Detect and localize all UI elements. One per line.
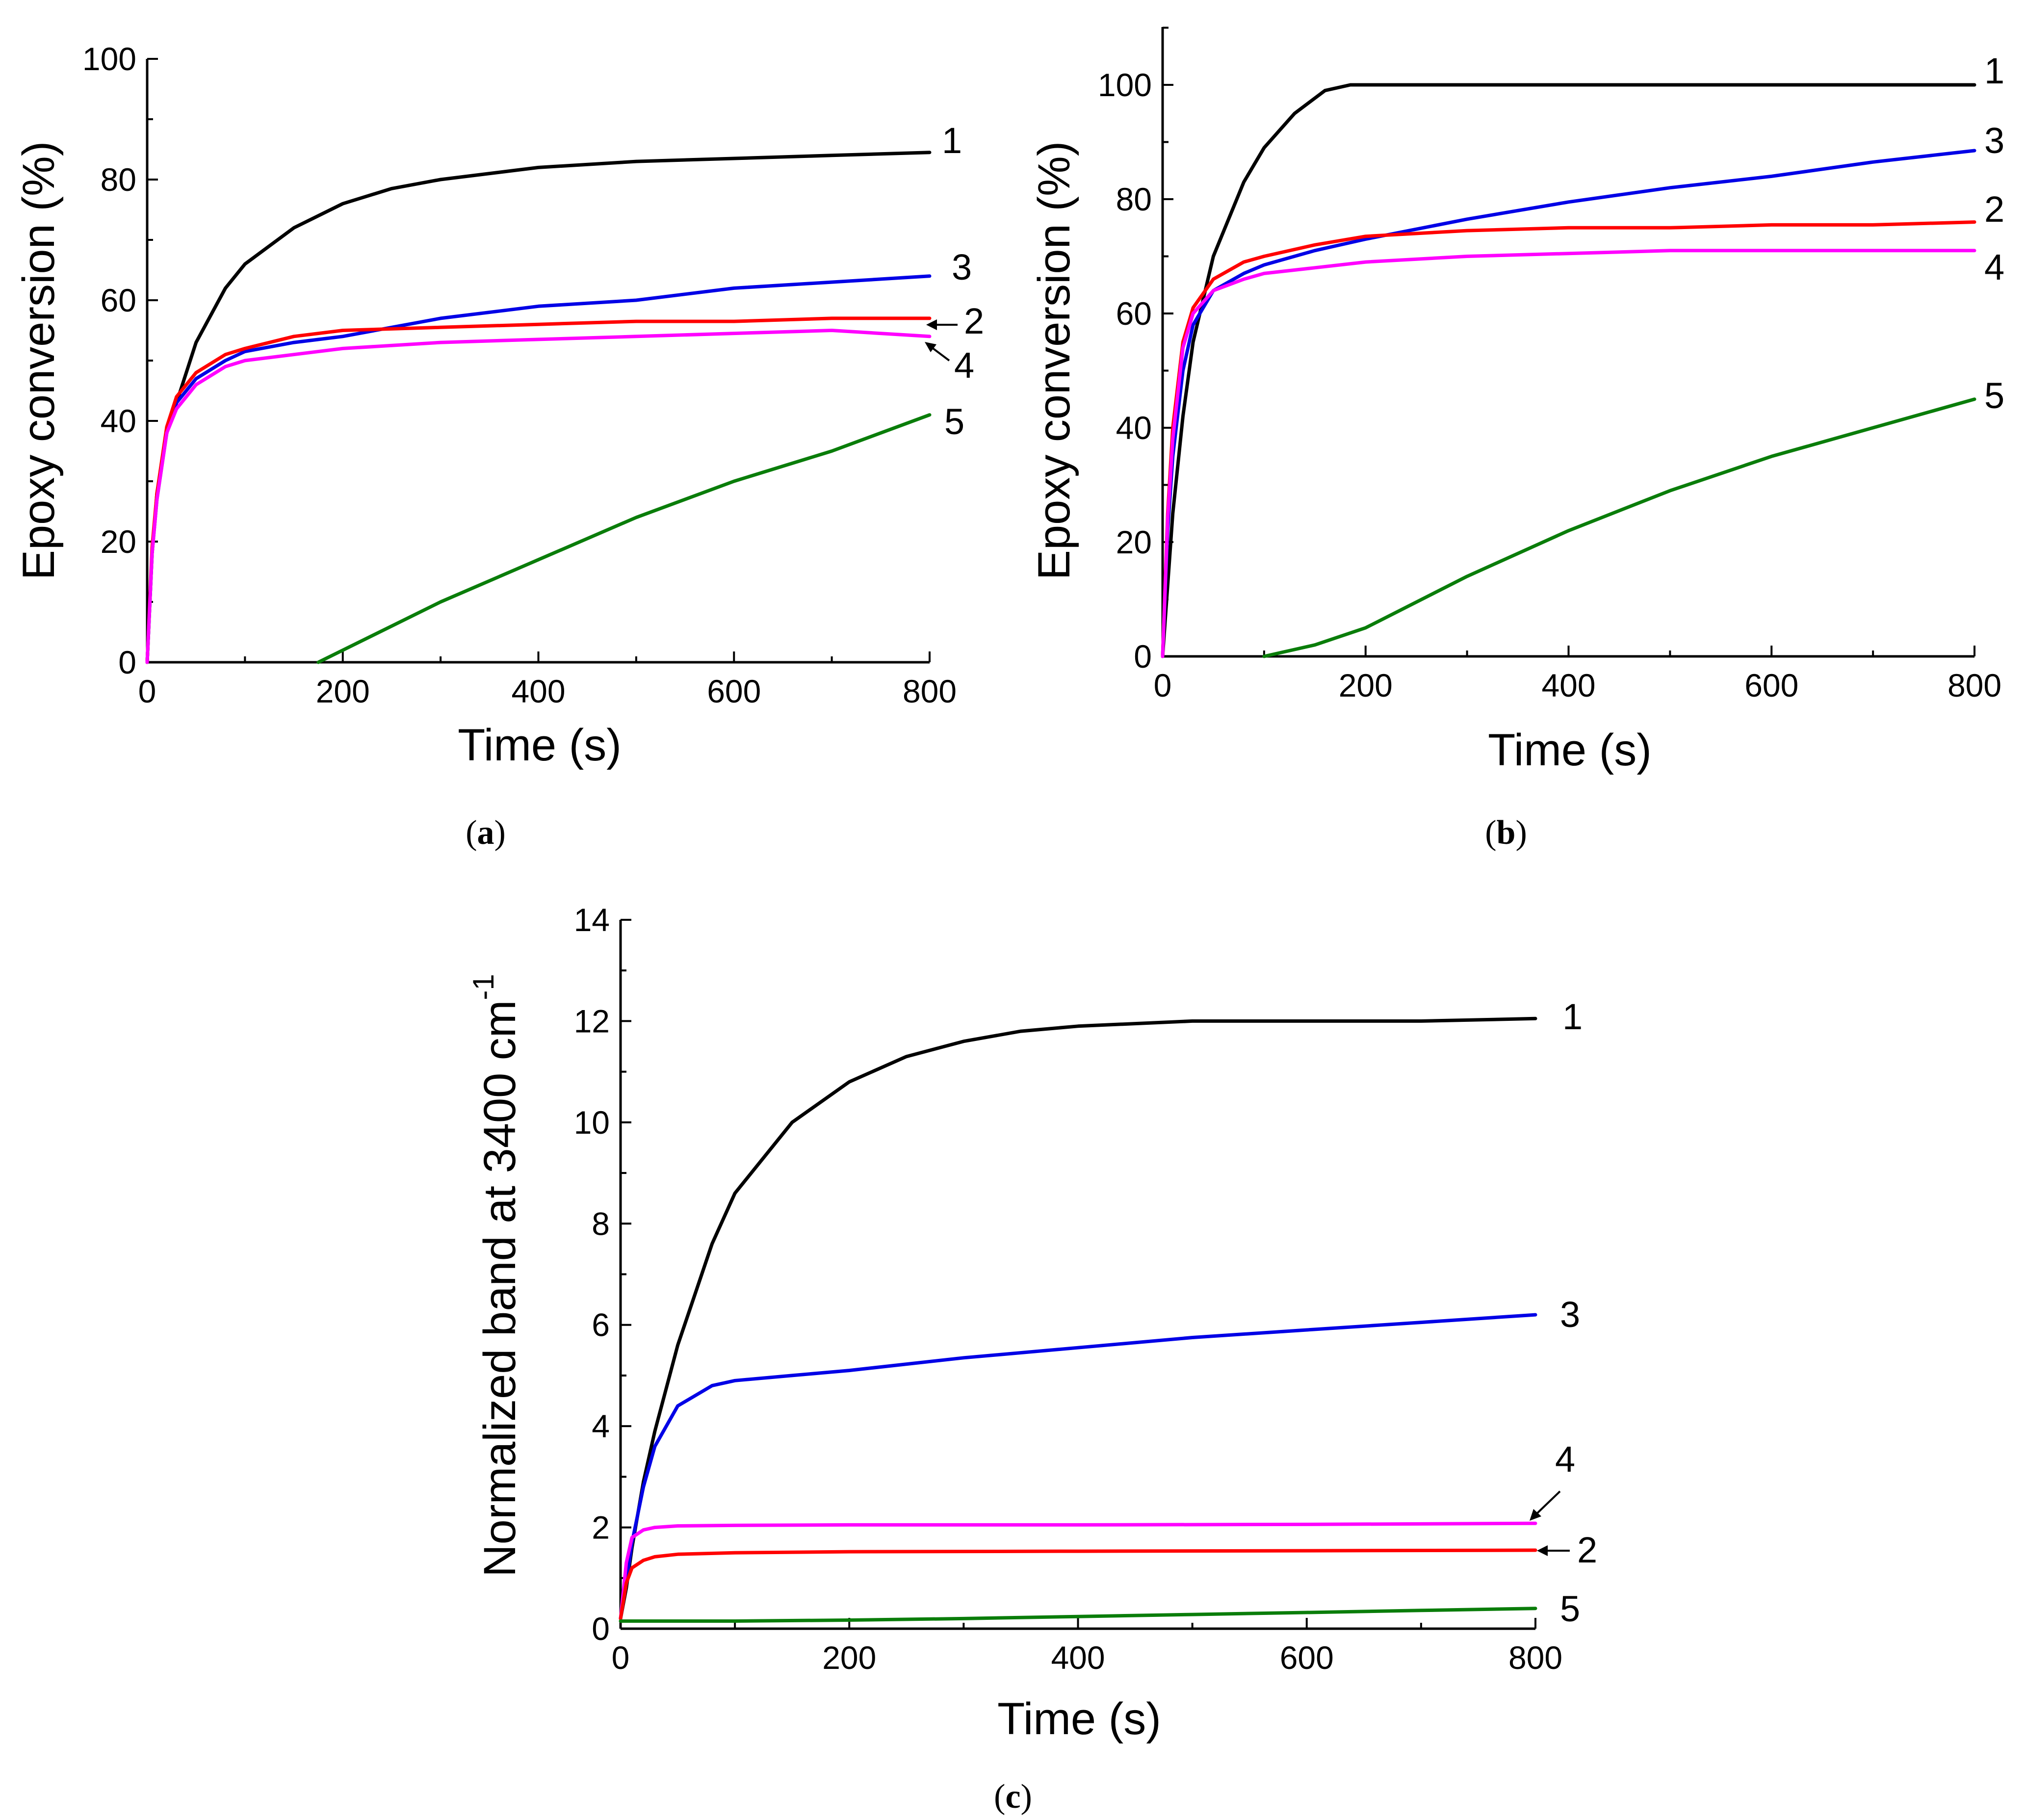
panel-a-x-axis-title: Time (s) xyxy=(458,720,622,770)
x-tick-label: 800 xyxy=(903,673,957,709)
y-tick-label: 14 xyxy=(574,902,610,938)
panel-c-y-axis-title-text: Normalized band at 3400 cm xyxy=(475,1000,525,1577)
series-line-3 xyxy=(619,1313,1537,1620)
panel-b-series xyxy=(1161,83,1976,658)
x-tick-label: 0 xyxy=(1154,667,1172,703)
panel-b-series-label-3: 3 xyxy=(1984,120,2004,161)
panel-c-caption: (c) xyxy=(994,1778,1032,1816)
panel-a-series-label-1: 1 xyxy=(942,120,962,161)
panel-c-arrow-2 xyxy=(1537,1545,1570,1556)
y-tick-label: 80 xyxy=(1116,181,1152,217)
panel-c-y-axis-title-superscript: -1 xyxy=(467,974,500,1000)
x-tick-label: 400 xyxy=(1541,667,1595,703)
x-tick-label: 200 xyxy=(1339,667,1393,703)
panel-b-caption-letter: b xyxy=(1497,814,1516,852)
y-tick-label: 60 xyxy=(101,282,136,318)
panel-a-arrow-2 xyxy=(926,319,958,330)
y-tick-label: 6 xyxy=(592,1307,610,1343)
panel-a-series-label-5: 5 xyxy=(944,401,964,442)
series-line-5 xyxy=(619,1607,1537,1623)
series-line-4 xyxy=(1161,249,1976,658)
panel-c-series-label-2: 2 xyxy=(1577,1530,1597,1570)
series-line-5 xyxy=(1262,397,1976,658)
panel-a-caption: (a) xyxy=(466,814,506,852)
panel-a-series-label-3: 3 xyxy=(952,247,972,287)
panel-a: 0 200 400 600 800 0 20 40 60 80 100 Time (s) Epoxy… xyxy=(14,41,984,852)
panel-c-series-label-5: 5 xyxy=(1560,1588,1580,1629)
y-tick-label: 60 xyxy=(1116,295,1152,332)
series-line-2 xyxy=(619,1548,1537,1620)
y-tick-label: 40 xyxy=(101,403,136,439)
y-tick-label: 100 xyxy=(1098,67,1152,103)
y-tick-label: 2 xyxy=(592,1509,610,1546)
series-line-4 xyxy=(619,1521,1537,1620)
panel-b-ticks: 0 200 400 600 800 0 20 40 60 80 100 xyxy=(1098,26,2001,703)
y-tick-label: 12 xyxy=(574,1003,610,1039)
x-tick-label: 200 xyxy=(316,673,370,709)
panel-b-series-label-2: 2 xyxy=(1984,189,2004,230)
y-tick-label: 0 xyxy=(592,1611,610,1647)
series-line-5 xyxy=(316,413,932,664)
y-tick-label: 20 xyxy=(1116,524,1152,560)
y-tick-label: 8 xyxy=(592,1205,610,1242)
x-tick-label: 200 xyxy=(822,1639,876,1676)
panel-b-y-axis-title: Epoxy conversion (%) xyxy=(1029,141,1079,580)
panel-b-series-label-5: 5 xyxy=(1984,375,2004,416)
series-line-4 xyxy=(145,329,932,664)
panel-a-series-label-4: 4 xyxy=(954,345,974,386)
x-tick-label: 600 xyxy=(707,673,761,709)
panel-a-series xyxy=(145,151,932,664)
panel-c-series-label-4: 4 xyxy=(1555,1439,1575,1480)
panel-c-x-axis-title: Time (s) xyxy=(997,1694,1161,1744)
y-tick-label: 20 xyxy=(101,523,136,560)
x-tick-label: 600 xyxy=(1280,1639,1334,1676)
panel-c-y-axis-title: Normalized band at 3400 cm-1 xyxy=(467,974,525,1577)
panel-c-series-label-3: 3 xyxy=(1560,1294,1580,1335)
panel-a-series-label-2: 2 xyxy=(964,301,984,341)
panel-b-series-label-1: 1 xyxy=(1984,51,2004,91)
panel-a-ticks: 0 200 400 600 800 0 20 40 60 80 100 xyxy=(82,41,957,709)
x-tick-label: 400 xyxy=(511,673,565,709)
panel-b-caption: (b) xyxy=(1485,814,1527,852)
x-tick-label: 0 xyxy=(138,673,156,709)
panel-b-series-label-4: 4 xyxy=(1984,247,2004,287)
x-tick-label: 0 xyxy=(612,1639,630,1676)
panel-c-ticks: 0 200 400 600 800 0 2 4 6 8 10 12 14 xyxy=(574,902,1562,1676)
panel-a-y-axis-title: Epoxy conversion (%) xyxy=(14,141,64,580)
y-tick-label: 40 xyxy=(1116,410,1152,446)
series-line-3 xyxy=(1161,149,1976,658)
series-line-1 xyxy=(1161,83,1976,658)
panel-c-arrow-4 xyxy=(1530,1490,1561,1521)
panel-a-arrow-4 xyxy=(925,342,950,362)
panel-c-series xyxy=(619,1016,1537,1623)
panel-a-caption-letter: a xyxy=(477,814,494,852)
panel-c-series-label-1: 1 xyxy=(1562,996,1583,1037)
panel-c-caption-letter: c xyxy=(1005,1778,1020,1816)
y-tick-label: 100 xyxy=(82,41,136,77)
x-tick-label: 800 xyxy=(1508,1639,1562,1676)
panel-b: 0 200 400 600 800 0 20 40 60 80 100 Time (s) Epoxy… xyxy=(1029,26,2004,852)
x-tick-label: 400 xyxy=(1051,1639,1105,1676)
y-tick-label: 4 xyxy=(592,1408,610,1444)
y-tick-label: 0 xyxy=(1134,638,1152,675)
panel-b-x-axis-title: Time (s) xyxy=(1488,725,1652,775)
y-tick-label: 80 xyxy=(101,161,136,198)
x-tick-label: 800 xyxy=(1948,667,2001,703)
y-tick-label: 0 xyxy=(118,644,136,680)
x-tick-label: 600 xyxy=(1744,667,1798,703)
y-tick-label: 10 xyxy=(574,1104,610,1141)
